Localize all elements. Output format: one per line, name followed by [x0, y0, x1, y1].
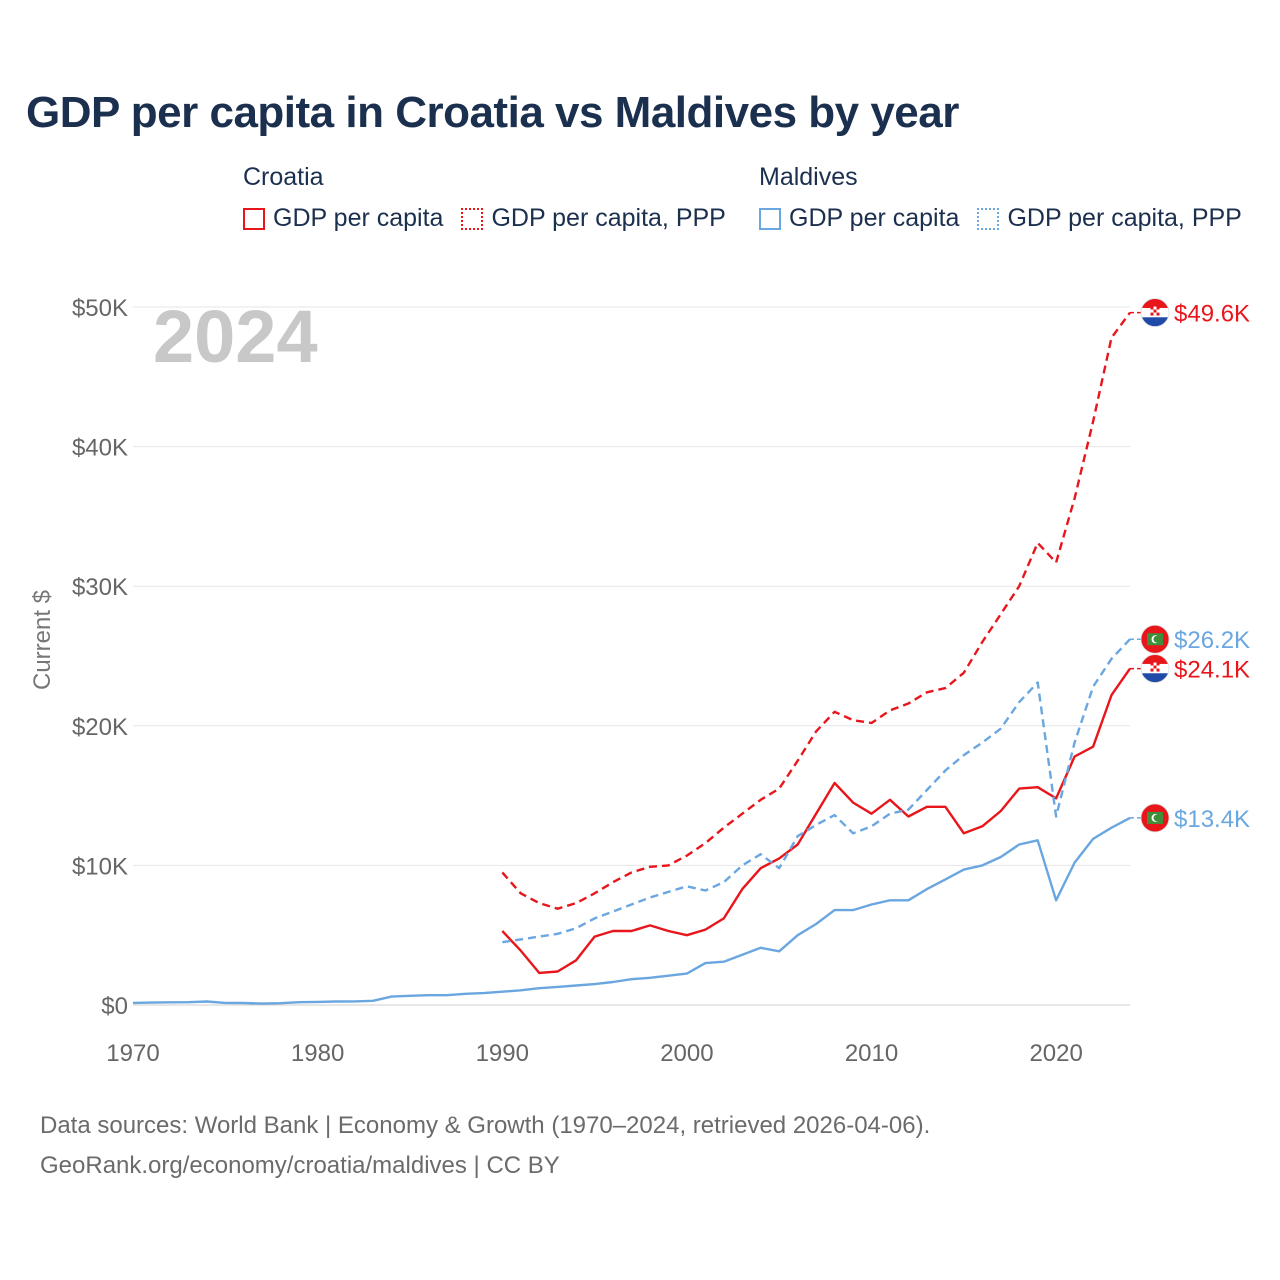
flag-border — [1140, 654, 1170, 683]
croatia-flag-icon — [1140, 654, 1170, 683]
footer-link[interactable]: GeoRank.org/economy/croatia/maldives | C… — [40, 1152, 560, 1179]
flag-checker — [1153, 309, 1157, 313]
x-tick-label: 2020 — [1029, 1040, 1082, 1067]
legend-country-maldives: Maldives — [759, 163, 858, 191]
legend-item-maldives-gdp[interactable]: GDP per capita — [759, 204, 959, 233]
series-line-croatia-dashed — [501, 311, 1131, 910]
flag-body — [1141, 298, 1169, 327]
legend-croatia: Croatia GDP per capita GDP per capita, P… — [243, 163, 744, 233]
legend-label: GDP per capita — [273, 204, 444, 232]
flag-stripe-blue — [1141, 317, 1169, 327]
flag-checker — [1150, 309, 1154, 313]
flag-checker — [1150, 312, 1154, 316]
flag-checker — [1153, 662, 1157, 666]
flag-checker — [1153, 665, 1157, 669]
maldives-flag-icon — [1140, 624, 1170, 654]
flag-body — [1141, 803, 1169, 832]
footer: Data sources: World Bank | Economy & Gro… — [40, 1106, 930, 1186]
flag-checker — [1153, 668, 1157, 672]
x-tick-label: 2000 — [660, 1040, 713, 1067]
crescent-inner — [1153, 635, 1161, 643]
flag-stripe-blue — [1141, 673, 1169, 683]
legend-label: GDP per capita, PPP — [1007, 204, 1242, 232]
series-line-croatia-solid — [501, 667, 1131, 975]
x-tick-label: 1970 — [106, 1040, 159, 1067]
end-value-label: $13.4K — [1174, 806, 1250, 833]
y-tick-label: $50K — [72, 295, 128, 322]
legend-item-croatia-gdp[interactable]: GDP per capita — [243, 204, 443, 233]
flag-checker — [1156, 668, 1160, 672]
flag-checker — [1156, 306, 1160, 310]
croatia-flag-icon — [1140, 298, 1170, 327]
year-watermark: 2024 — [153, 295, 318, 378]
chart-title: GDP per capita in Croatia vs Maldives by… — [26, 88, 959, 137]
series-line-maldives-solid — [132, 816, 1131, 1005]
end-value-label: $49.6K — [1174, 301, 1250, 328]
flag-stripe-red — [1141, 298, 1169, 308]
y-axis-title: Current $ — [29, 590, 56, 690]
legend-maldives: Maldives GDP per capita GDP per capita, … — [759, 163, 1260, 233]
footer-sources: Data sources: World Bank | Economy & Gro… — [40, 1112, 931, 1139]
flag-border — [1140, 624, 1170, 654]
legend-swatch-solid-icon — [243, 207, 265, 230]
end-value-label: $24.1K — [1174, 657, 1250, 684]
flag-checker — [1156, 312, 1160, 316]
flag-stripe-red — [1141, 654, 1169, 664]
x-tick-label: 1990 — [476, 1040, 529, 1067]
flag-checker — [1150, 668, 1154, 672]
y-tick-label: $30K — [72, 574, 128, 601]
legend-swatch-dotted-icon — [977, 207, 1000, 230]
flag-checker — [1156, 662, 1160, 666]
legend-swatch-solid-icon — [759, 207, 781, 230]
legend-country-croatia: Croatia — [243, 163, 324, 191]
flag-body — [1141, 654, 1169, 683]
legend-label: GDP per capita — [789, 204, 960, 232]
y-tick-label: $0 — [101, 993, 128, 1020]
y-tick-label: $10K — [72, 853, 128, 880]
flag-checker — [1156, 665, 1160, 669]
legend-item-maldives-gdp-ppp[interactable]: GDP per capita, PPP — [977, 204, 1242, 233]
x-tick-label: 1980 — [291, 1040, 344, 1067]
maldives-flag-icon — [1140, 803, 1170, 833]
flag-checker — [1153, 312, 1157, 316]
y-tick-label: $20K — [72, 714, 128, 741]
end-value-label: $26.2K — [1174, 627, 1250, 654]
series-line-maldives-dashed — [502, 638, 1131, 944]
legend-item-croatia-gdp-ppp[interactable]: GDP per capita, PPP — [461, 204, 726, 233]
flag-checker — [1150, 662, 1154, 666]
y-tick-label: $40K — [72, 435, 128, 462]
legend-swatch-dotted-icon — [461, 207, 484, 230]
crescent-inner — [1153, 814, 1161, 822]
flag-border — [1140, 803, 1170, 833]
flag-checker — [1156, 309, 1160, 313]
flag-checker — [1153, 306, 1157, 310]
legend-label: GDP per capita, PPP — [491, 204, 726, 232]
flag-body — [1141, 625, 1169, 654]
flag-checker — [1150, 306, 1154, 310]
x-tick-label: 2010 — [845, 1040, 898, 1067]
flag-checker — [1150, 665, 1154, 669]
flag-border — [1140, 298, 1170, 327]
